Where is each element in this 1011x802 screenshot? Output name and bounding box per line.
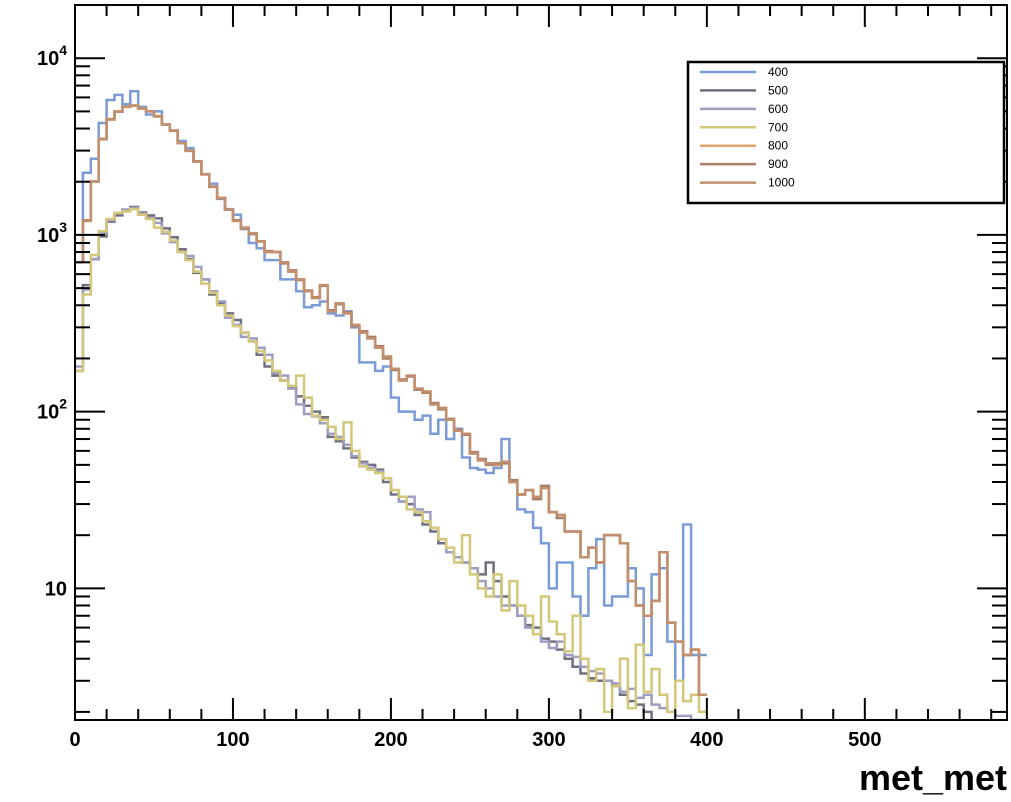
y-tick-label: 104 bbox=[37, 42, 67, 70]
x-tick-label: 100 bbox=[216, 729, 249, 751]
legend: 400 500 600 700 800 900 1000 bbox=[686, 60, 1006, 205]
legend-label-400: 400 bbox=[768, 65, 788, 79]
series-line-700 bbox=[75, 207, 707, 714]
series-line-500 bbox=[75, 205, 653, 720]
series-line-400 bbox=[75, 90, 707, 683]
x-tick-label: 0 bbox=[69, 729, 80, 751]
legend-label-800: 800 bbox=[768, 139, 788, 153]
series-layer bbox=[75, 90, 707, 720]
series-line-1000 bbox=[75, 104, 707, 697]
axis-tick-labels: 0 100 200 300 400 500 10 102 103 104 bbox=[37, 42, 882, 751]
y-tick-label: 103 bbox=[37, 219, 67, 247]
x-axis-title: met_met bbox=[859, 757, 1007, 798]
plot-frame bbox=[74, 4, 1008, 721]
legend-label-500: 500 bbox=[768, 83, 788, 97]
x-tick-label: 400 bbox=[690, 729, 723, 751]
legend-label-700: 700 bbox=[768, 120, 788, 134]
x-tick-label: 500 bbox=[848, 729, 881, 751]
legend-label-1000: 1000 bbox=[768, 176, 795, 190]
legend-label-900: 900 bbox=[768, 157, 788, 171]
y-tick-label: 102 bbox=[37, 396, 67, 424]
legend-box bbox=[686, 60, 1006, 205]
x-tick-label: 200 bbox=[374, 729, 407, 751]
y-tick-label: 10 bbox=[45, 578, 67, 600]
series-line-600 bbox=[75, 206, 707, 720]
x-tick-label: 300 bbox=[532, 729, 565, 751]
legend-label-600: 600 bbox=[768, 102, 788, 116]
